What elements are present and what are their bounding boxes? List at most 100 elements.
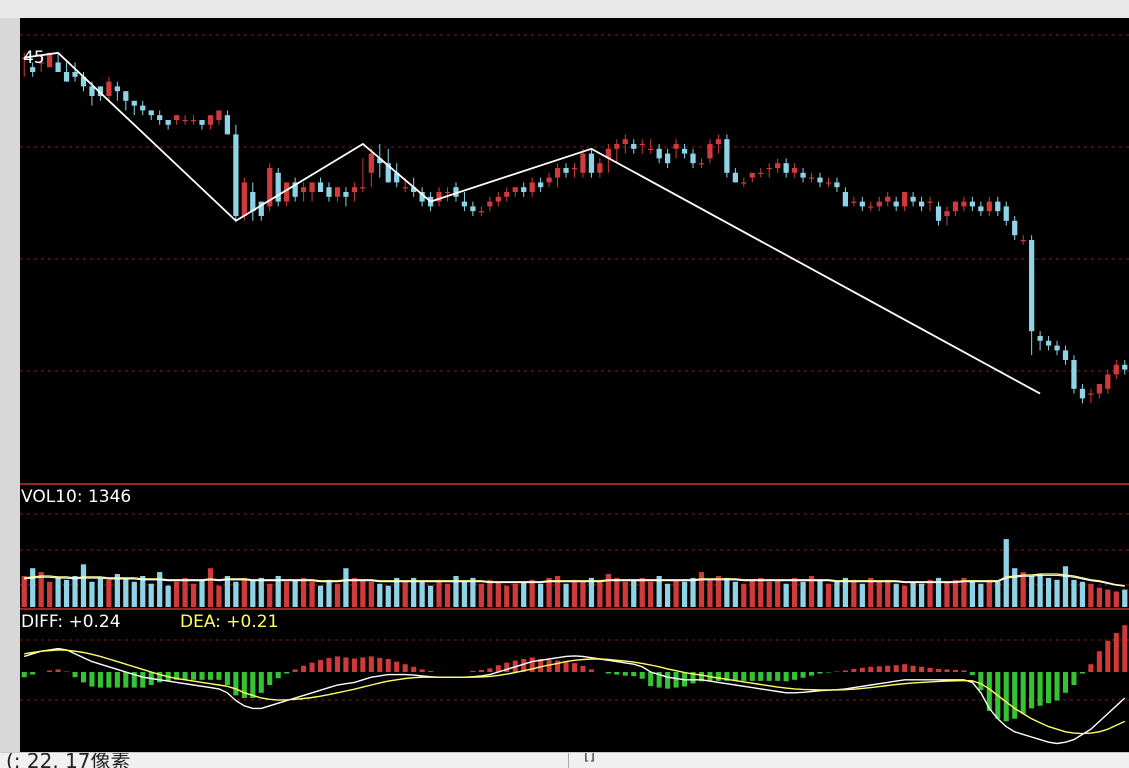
volume-bar	[1088, 583, 1094, 607]
volume-bar	[825, 583, 832, 607]
candle	[995, 196, 1001, 216]
volume-bar	[224, 575, 231, 607]
candle	[851, 196, 857, 207]
volume-bar	[529, 579, 535, 607]
status-text: (: 22. 17像素	[6, 752, 131, 768]
candle	[284, 182, 290, 207]
candle	[1045, 336, 1052, 351]
candle-body	[1071, 360, 1077, 389]
candle	[724, 134, 730, 178]
candle-body	[1113, 364, 1119, 375]
candle	[216, 110, 222, 125]
candle-body	[411, 187, 417, 192]
volume-bar	[791, 577, 798, 607]
candle	[72, 62, 78, 82]
volume-bar	[478, 583, 485, 607]
volume-bar	[961, 577, 967, 607]
candle-body	[741, 182, 747, 184]
volume-bar	[30, 568, 36, 607]
candle	[961, 196, 967, 212]
volume-bar	[444, 583, 451, 607]
candle-body	[800, 172, 806, 178]
candle	[233, 124, 239, 221]
candle	[783, 158, 789, 178]
candle	[292, 177, 298, 202]
volume-bar	[55, 577, 61, 607]
volume-ma-line	[24, 574, 1125, 587]
volume-bar	[834, 581, 840, 607]
volume-panel	[21, 539, 1128, 607]
candle	[673, 139, 679, 159]
volume-bar	[173, 581, 180, 607]
volume-bar	[673, 579, 679, 607]
candle	[478, 206, 485, 216]
candle-body	[267, 168, 273, 207]
candle-body	[1062, 350, 1069, 360]
volume-bar	[351, 577, 358, 607]
candle-body	[394, 172, 400, 183]
candle	[622, 134, 628, 154]
candle-body	[461, 201, 468, 207]
candle-body	[97, 86, 104, 96]
volume-bar	[89, 581, 95, 607]
candle	[1029, 235, 1035, 356]
candle-body	[377, 158, 383, 164]
volume-bar	[427, 585, 434, 607]
stock-chart: 45 VOL10: 1346 DIFF: +0.24 DEA: +0.21	[0, 0, 1129, 752]
candle	[698, 158, 705, 168]
candle-body	[1105, 374, 1111, 389]
candle-body	[605, 148, 611, 159]
candle-body	[952, 201, 959, 212]
candle	[902, 192, 908, 212]
diff-label: DIFF: +0.24	[21, 612, 121, 632]
candle	[300, 182, 307, 202]
candle-body	[978, 206, 984, 212]
candle-body	[851, 201, 857, 203]
candle-body	[165, 120, 171, 125]
candle	[885, 192, 891, 207]
volume-bar	[436, 579, 442, 607]
volume-bar	[580, 581, 586, 607]
volume-bar	[368, 581, 374, 607]
volume-bar	[732, 581, 738, 607]
candle	[935, 201, 942, 226]
candle-body	[529, 182, 535, 192]
candle-body	[63, 72, 70, 82]
volume-bar	[1037, 574, 1043, 607]
volume-bar	[47, 581, 53, 607]
volume-bar	[681, 581, 688, 607]
candle	[1113, 360, 1119, 380]
candle-body	[1122, 364, 1128, 370]
candle	[444, 187, 451, 202]
volume-bar	[978, 583, 984, 607]
volume-bar	[216, 585, 222, 607]
candle	[207, 115, 214, 130]
candle	[1037, 331, 1043, 351]
candle	[707, 139, 713, 164]
candle	[521, 182, 527, 197]
candle	[123, 91, 129, 111]
candle-body	[487, 201, 493, 207]
candle	[309, 182, 315, 202]
diff-line	[23, 647, 1126, 745]
volume-bar	[377, 583, 383, 607]
candle	[741, 177, 747, 188]
volume-bar	[72, 575, 78, 607]
volume-bar	[512, 583, 518, 607]
grid-lines	[20, 34, 1129, 701]
candle-body	[21, 57, 27, 59]
candle-body	[470, 206, 476, 212]
candle-body	[258, 201, 264, 216]
volume-bar	[148, 583, 154, 607]
volume-bar	[1045, 577, 1052, 607]
candle-body	[275, 172, 281, 202]
volume-bar	[495, 581, 501, 607]
candle	[656, 144, 662, 164]
volume-bar	[571, 579, 578, 607]
candle-body	[554, 168, 561, 178]
volume-bar	[402, 581, 408, 607]
candle	[690, 148, 696, 168]
volume-bar	[343, 568, 349, 607]
status-bar: (: 22. 17像素 []	[0, 752, 1129, 768]
candle	[394, 163, 400, 188]
